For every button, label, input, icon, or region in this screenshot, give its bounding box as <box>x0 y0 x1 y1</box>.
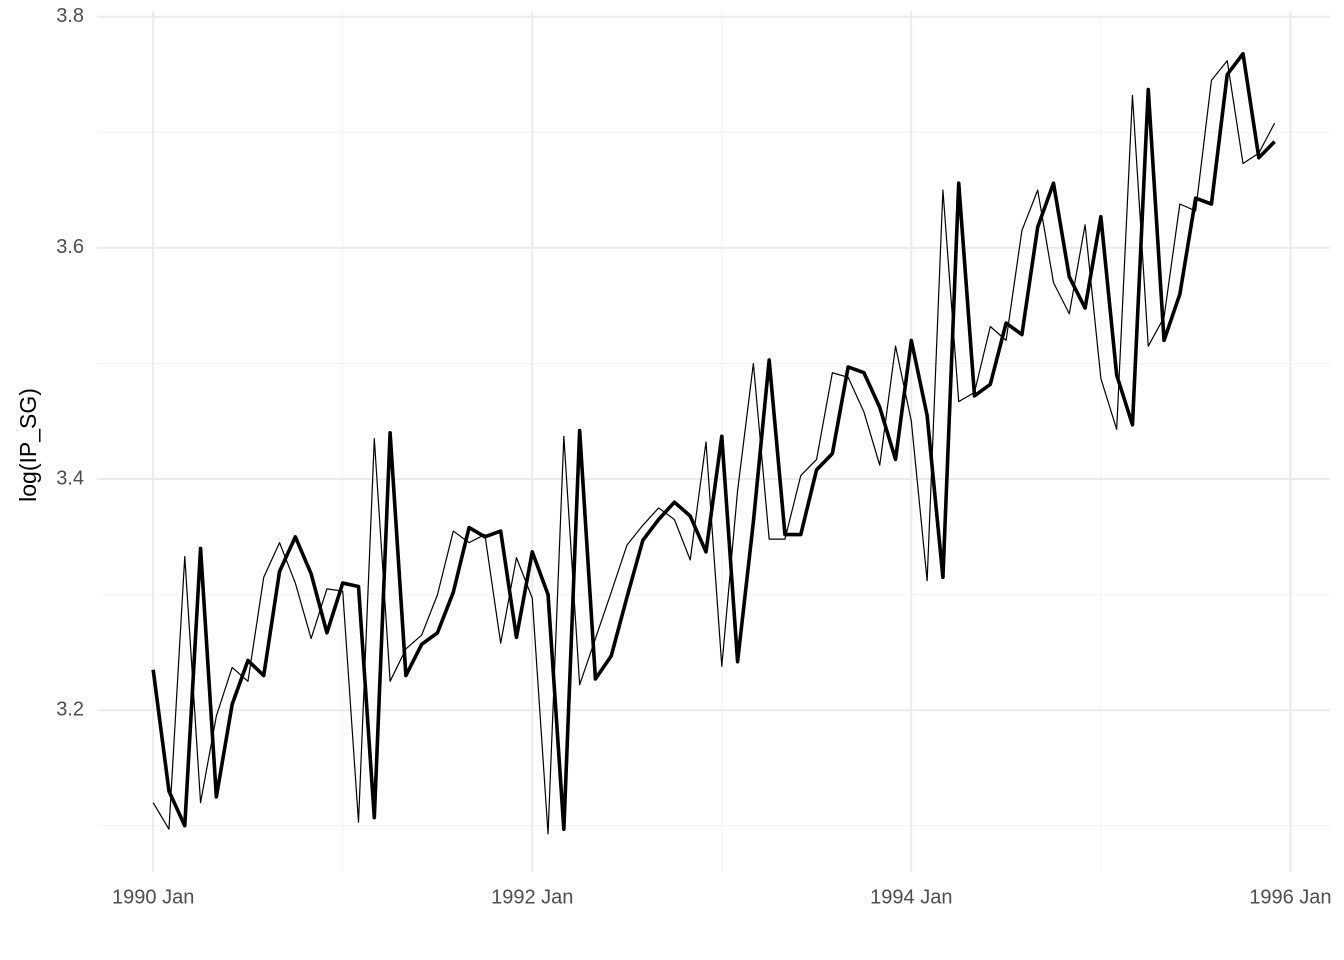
y-tick-label: 3.8 <box>56 5 84 27</box>
x-tick-label: 1990 Jan <box>112 886 194 908</box>
y-axis-title: log(IP_SG) <box>15 388 41 502</box>
series-line <box>151 51 1276 832</box>
y-tick-label: 3.4 <box>56 467 84 489</box>
y-tick-label: 3.2 <box>56 698 84 720</box>
grid <box>97 11 1330 872</box>
y-tick-label: 3.6 <box>56 236 84 258</box>
x-tick-label: 1994 Jan <box>870 886 952 908</box>
x-tick-label: 1996 Jan <box>1249 886 1331 908</box>
x-tick-label: 1992 Jan <box>491 886 573 908</box>
series-line <box>152 60 1276 835</box>
